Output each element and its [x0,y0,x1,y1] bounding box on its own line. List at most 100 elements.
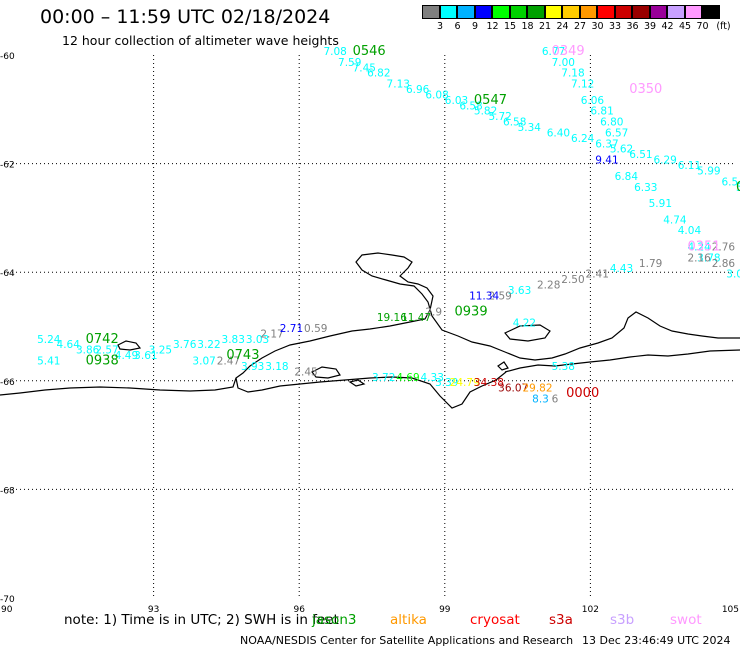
legend-label: 6 [454,21,461,32]
legend-swatch [439,5,457,19]
wave-height-label: 0.59 [304,323,327,335]
wave-height-label: 4.22 [513,318,536,330]
wave-height-label: 2.50 [561,274,584,286]
satellite-name: swot [670,612,702,628]
generation-timestamp: 13 Dec 23:46:49 UTC 2024 [582,634,731,647]
lat-tick-label: -60 [0,52,15,62]
legend-unit: (ft) [716,21,731,32]
pass-time-label: 0938 [86,354,119,369]
legend-swatch [649,5,667,19]
wave-height-label: 5.62 [610,144,633,156]
wave-height-label: 24.79 [450,377,480,389]
legend-label: 3 [436,21,444,32]
wave-height-label: 5.41 [37,356,60,368]
wave-height-label: 19.16 [377,312,407,324]
lon-tick-label: 93 [148,605,159,615]
wave-height-label: 29.82 [522,383,552,395]
pass-time-label: 0349 [552,44,585,59]
wave-height-label: 6.54 [721,176,740,188]
wave-height-label: 3.72 [372,372,395,384]
wave-height-label: 6.03 [445,95,468,107]
wave-height-label: 5.82 [474,106,497,118]
credit-line: NOAA/NESDIS Center for Satellite Applica… [240,634,574,647]
lat-tick-label: -62 [0,161,15,171]
legend-swatch [457,5,475,19]
pass-time-label: 0350 [629,82,662,97]
wave-height-label: 2.9 [425,307,442,319]
wave-height-label: 4.24 [687,241,711,253]
wave-height-label: 5.24 [37,334,61,346]
satellite-name: cryosat [470,612,520,628]
wave-height-label: 5.34 [518,122,542,134]
wave-height-label: 6.58 [503,117,526,129]
satellite-name: s3b [610,612,635,628]
wave-height-label: 2.41 [586,269,609,281]
wave-height-label: 5.83 [736,182,740,194]
coastline-south [504,349,740,373]
wave-height-label: 3.25 [149,345,172,357]
island-4 [348,379,366,387]
wave-height-label: 2.86 [712,258,736,270]
lon-tick-label: 99 [439,605,451,615]
wave-height-label: 5.99 [697,165,720,177]
legend-label: 9 [471,21,479,32]
legend-swatch [579,5,597,19]
lon-tick-label: 105 [722,605,739,615]
legend-swatch [614,5,632,19]
wave-height-label: 6.40 [547,127,570,139]
wave-height-label: 4.49 [115,350,138,362]
island-3 [311,366,341,379]
satellite-name: s3a [549,612,573,628]
wave-height-label: 7.00 [552,57,575,69]
satellite-name: jason3 [312,612,357,628]
legend-label: 36 [626,21,639,32]
wave-height-label: 7.45 [353,62,376,74]
lat-tick-label: -66 [0,378,15,388]
wave-height-label: 6.06 [581,95,605,107]
legend-swatch [562,5,580,19]
wave-height-label: 3.07 [192,356,215,368]
legend-label: 45 [678,21,692,32]
lat-tick-label: -68 [0,486,15,496]
wave-height-label: 4.64 [57,339,81,351]
wave-height-label: 5.91 [649,198,672,210]
pass-time-label: 0000 [566,386,599,401]
wave-height-label: 3.86 [76,345,100,357]
legend-label: 39 [643,21,657,32]
wave-height-label: 1.79 [639,258,662,270]
wave-height-label: 6 [552,394,559,406]
wave-height-label: 4.04 [678,225,702,237]
map-subtitle: 12 hour collection of altimeter wave hei… [62,33,339,48]
wave-height-label: 3.76 [173,339,197,351]
wave-height-label: 11.34 [469,290,499,302]
legend-swatch [492,5,510,19]
wave-height-label: 6.08 [425,89,448,101]
legend-swatch [632,5,650,19]
lon-tick-label: 96 [293,605,305,615]
wave-height-label: 2.57 [95,345,118,357]
legend-swatch [474,5,492,19]
legend-label: 15 [503,21,517,32]
wave-height-label: 2.76 [712,241,736,253]
wave-height-label: 6.84 [615,171,639,183]
wave-height-label: 3.03 [246,334,269,346]
wave-height-label: 7.12 [571,79,594,91]
axis-ticks: 90 93 96 99 102 105 -60 -62 -64 -66 -68 -70 [0,52,739,615]
wave-height-label: 2.28 [537,279,560,291]
legend-swatch [544,5,562,19]
wave-height-label: 6.96 [406,84,430,96]
pass-time-label: 0743 [226,348,259,363]
pass-time-label: 0351 [687,239,720,254]
legend-label: 30 [591,21,604,32]
wave-height-label: 2.17 [260,328,283,340]
lon-tick-label: 102 [582,605,599,615]
legend-swatch [597,5,615,19]
legend-swatch [422,5,440,19]
wave-height-label: 7.08 [323,46,346,58]
wave-height-label: 6.77 [542,46,565,58]
wave-height-label: 4.74 [663,214,687,226]
island-5 [497,361,509,371]
graticule [8,55,736,598]
wave-height-label: 3.78 [697,252,720,264]
wave-height-label: 6.80 [600,117,623,129]
